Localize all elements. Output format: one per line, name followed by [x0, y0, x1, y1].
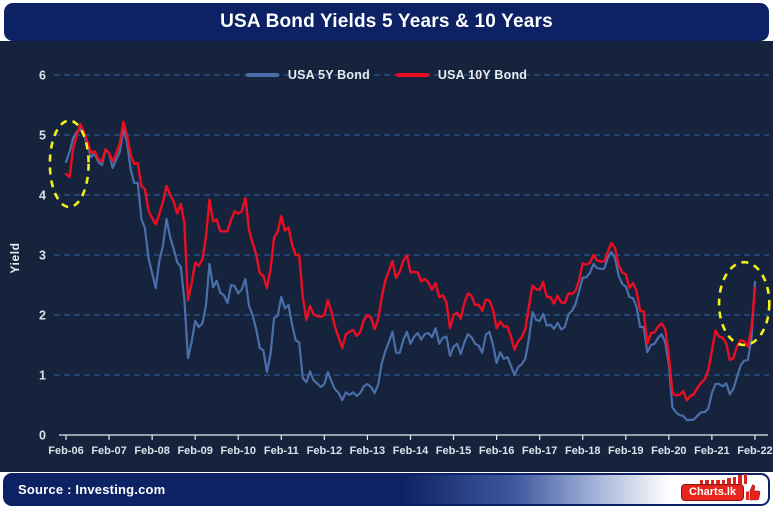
source-bar: Source : Investing.com Charts.lk: [3, 473, 770, 506]
logo-bar: [699, 480, 703, 484]
bar-chart-icon: [699, 474, 747, 484]
legend-label-5y: USA 5Y Bond: [287, 68, 370, 82]
chartslk-logo-pill: Charts.lk: [681, 484, 745, 501]
logo-bar: [705, 480, 709, 484]
logo-bar: [738, 475, 742, 484]
logo-bar: [721, 480, 725, 484]
logo-bar: [716, 480, 720, 484]
legend: USA 5Y Bond USA 10Y Bond: [0, 68, 773, 82]
legend-swatch-5y-line: [245, 73, 279, 77]
title-bar: USA Bond Yields 5 Years & 10 Years: [4, 3, 769, 41]
legend-item-10y: USA 10Y Bond: [395, 68, 528, 82]
legend-swatch-10y-line: [395, 73, 429, 77]
logo-bar: [710, 480, 714, 484]
chart-title: USA Bond Yields 5 Years & 10 Years: [220, 11, 553, 32]
source-label: Source : Investing.com: [18, 482, 166, 497]
legend-item-5y: USA 5Y Bond: [245, 68, 370, 82]
chart-area: [0, 41, 773, 472]
logo-bar: [727, 478, 731, 484]
thumbs-up-icon: [746, 484, 761, 501]
logo-bar: [743, 474, 747, 484]
legend-label-10y: USA 10Y Bond: [437, 68, 528, 82]
chartslk-logo: Charts.lk: [681, 474, 761, 501]
chartslk-logo-text: Charts.lk: [689, 486, 737, 498]
logo-bar: [732, 477, 736, 484]
